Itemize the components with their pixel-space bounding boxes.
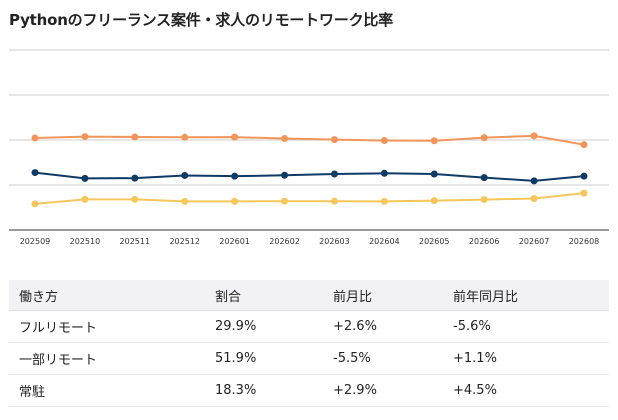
- data-point: [31, 200, 39, 208]
- series-line-1: [34, 171, 585, 182]
- x-tick-label: 202603: [319, 237, 350, 246]
- cell-mom: +2.9%: [323, 374, 443, 407]
- cell-yoy: +4.5%: [443, 374, 609, 407]
- data-point: [380, 169, 388, 177]
- data-point: [131, 174, 139, 182]
- x-tick-label: 202605: [419, 237, 450, 246]
- x-tick-label: 202602: [269, 237, 300, 246]
- data-point: [131, 133, 139, 141]
- data-point: [530, 195, 538, 202]
- x-tick-label: 202510: [70, 237, 101, 246]
- x-tick-label: 202512: [169, 237, 200, 246]
- data-point: [81, 174, 89, 182]
- data-point: [281, 197, 289, 205]
- cell-work-style: フルリモート: [9, 310, 205, 343]
- data-point: [231, 197, 239, 205]
- data-point: [231, 172, 239, 180]
- header-ratio: 割合: [205, 280, 323, 311]
- data-point: [181, 133, 189, 141]
- data-point: [181, 171, 189, 179]
- data-point: [281, 171, 289, 179]
- table-header-row: 働き方 割合 前月比 前年同月比: [9, 280, 609, 311]
- data-point: [580, 189, 588, 197]
- table-row: フルリモート 29.9% +2.6% -5.6%: [9, 310, 609, 343]
- cell-mom: +2.6%: [323, 310, 443, 343]
- cell-ratio: 29.9%: [205, 310, 323, 343]
- data-point: [430, 170, 438, 178]
- cell-mom: -5.5%: [323, 342, 443, 375]
- chart-series: [31, 132, 588, 208]
- header-work-style: 働き方: [9, 280, 205, 311]
- data-point: [430, 197, 438, 205]
- header-mom: 前月比: [323, 280, 443, 311]
- x-tick-label: 202607: [519, 237, 550, 246]
- cell-work-style: 常駐: [9, 374, 205, 407]
- data-point: [580, 172, 588, 180]
- data-point: [330, 170, 338, 178]
- data-point: [430, 137, 438, 145]
- x-tick-label: 202509: [20, 237, 51, 246]
- table-row: 一部リモート 51.9% -5.5% +1.1%: [9, 342, 609, 375]
- x-tick-label: 202511: [120, 237, 151, 246]
- data-point: [81, 195, 89, 203]
- data-point: [480, 196, 488, 204]
- series-line-2: [34, 192, 585, 205]
- work-style-table: 働き方 割合 前月比 前年同月比 フルリモート 29.9% +2.6% -5.6…: [9, 280, 609, 407]
- cell-ratio: 18.3%: [205, 374, 323, 407]
- x-tick-label: 202608: [569, 237, 600, 246]
- data-point: [330, 136, 338, 144]
- data-point: [580, 141, 588, 149]
- data-point: [380, 197, 388, 205]
- series-line-0: [34, 134, 585, 146]
- data-point: [530, 132, 538, 140]
- data-point: [231, 133, 239, 141]
- cell-yoy: +1.1%: [443, 342, 609, 375]
- cell-yoy: -5.6%: [443, 310, 609, 343]
- data-point: [480, 134, 488, 142]
- data-point: [330, 197, 338, 205]
- data-point: [480, 174, 488, 182]
- header-yoy: 前年同月比: [443, 280, 609, 311]
- data-point: [31, 169, 39, 177]
- x-tick-label: 202604: [369, 237, 400, 246]
- data-point: [31, 134, 39, 142]
- cell-ratio: 51.9%: [205, 342, 323, 375]
- table-row: 常駐 18.3% +2.9% +4.5%: [9, 374, 609, 407]
- x-axis-tick-labels: 202509 202510 202511 202512 202601 202602 2026…: [20, 237, 600, 246]
- remote-ratio-line-chart: 202509 202510 202511 202512 202601 202602 2026…: [9, 49, 609, 246]
- data-point: [281, 135, 289, 143]
- data-point: [181, 197, 189, 205]
- cell-work-style: 一部リモート: [9, 342, 205, 375]
- page-title: Pythonのフリーランス案件・求人のリモートワーク比率: [9, 11, 393, 29]
- x-tick-label: 202601: [219, 237, 250, 246]
- data-point: [131, 195, 139, 203]
- data-point: [380, 137, 388, 145]
- data-point: [81, 133, 89, 141]
- data-point: [530, 177, 538, 185]
- x-tick-label: 202606: [469, 237, 500, 246]
